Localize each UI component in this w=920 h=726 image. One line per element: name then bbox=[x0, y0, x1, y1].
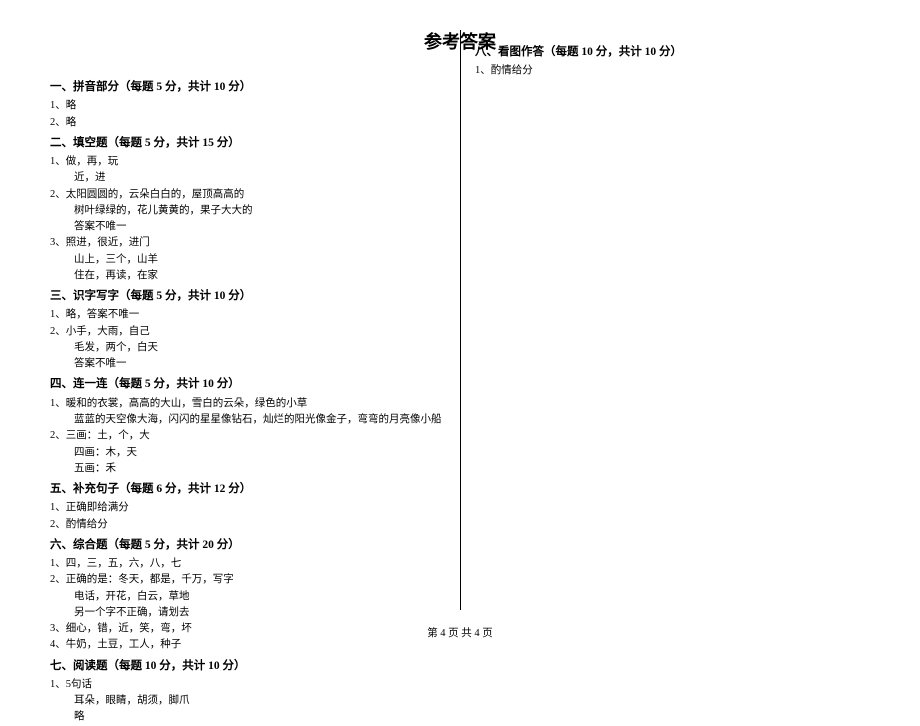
section-3-item-2-sub-1: 毛发，两个，白天 bbox=[74, 340, 445, 356]
column-divider bbox=[460, 30, 461, 610]
section-6-header: 六、综合题（每题 5 分，共计 20 分） bbox=[50, 537, 445, 554]
section-4-header: 四、连一连（每题 5 分，共计 10 分） bbox=[50, 376, 445, 393]
page-container: 参考答案 一、拼音部分（每题 5 分，共计 10 分） 1、略 2、略 二、填空… bbox=[0, 0, 920, 650]
section-1-header: 一、拼音部分（每题 5 分，共计 10 分） bbox=[50, 79, 445, 96]
section-2-item-3-sub-1: 山上，三个，山羊 bbox=[74, 252, 445, 268]
section-4-item-2: 2、三画：土，个，大 bbox=[50, 428, 445, 444]
right-column: 八、看图作答（每题 10 分，共计 10 分） 1、酌情给分 bbox=[460, 30, 870, 630]
section-3-item-2-sub-2: 答案不唯一 bbox=[74, 356, 445, 372]
section-7-header: 七、阅读题（每题 10 分，共计 10 分） bbox=[50, 658, 445, 675]
section-2-item-3-sub-2: 住在，再读，在家 bbox=[74, 268, 445, 284]
section-6-item-1: 1、四，三，五，六，八，七 bbox=[50, 556, 445, 572]
section-8-item-1: 1、酌情给分 bbox=[475, 63, 870, 79]
section-7-item-1: 1、5句话 bbox=[50, 677, 445, 693]
section-4-item-1-sub-1: 蓝蓝的天空像大海，闪闪的星星像钻石，灿烂的阳光像金子，弯弯的月亮像小船 bbox=[74, 412, 445, 428]
section-4-item-1: 1、暖和的衣裳，高高的大山，雪白的云朵，绿色的小草 bbox=[50, 396, 445, 412]
section-2-item-1: 1、做，再，玩 bbox=[50, 154, 445, 170]
section-1-item-2: 2、略 bbox=[50, 115, 445, 131]
section-7-item-1-sub-2: 略 bbox=[74, 709, 445, 725]
section-7-item-1-sub-1: 耳朵，眼睛，胡须，脚爪 bbox=[74, 693, 445, 709]
section-2-item-3: 3、照进，很近，进门 bbox=[50, 235, 445, 251]
section-5-header: 五、补充句子（每题 6 分，共计 12 分） bbox=[50, 481, 445, 498]
section-3-header: 三、识字写字（每题 5 分，共计 10 分） bbox=[50, 288, 445, 305]
section-6-item-2-sub-1: 电话，开花，白云，草地 bbox=[74, 589, 445, 605]
section-2-header: 二、填空题（每题 5 分，共计 15 分） bbox=[50, 135, 445, 152]
section-2-item-2-sub-1: 树叶绿绿的，花儿黄黄的，果子大大的 bbox=[74, 203, 445, 219]
section-3-item-1: 1、略，答案不唯一 bbox=[50, 307, 445, 323]
section-6-item-2-sub-2: 另一个字不正确，请划去 bbox=[74, 605, 445, 621]
section-4-item-2-sub-1: 四画：木，天 bbox=[74, 445, 445, 461]
section-4-item-2-sub-2: 五画：禾 bbox=[74, 461, 445, 477]
section-2-item-2-sub-2: 答案不唯一 bbox=[74, 219, 445, 235]
section-1-item-1: 1、略 bbox=[50, 98, 445, 114]
section-6-item-2: 2、正确的是：冬天，都是，千万，写字 bbox=[50, 572, 445, 588]
section-2-item-2: 2、太阳圆圆的，云朵白白的，屋顶高高的 bbox=[50, 187, 445, 203]
section-3-item-2: 2、小手，大雨，自己 bbox=[50, 324, 445, 340]
section-5-item-2: 2、酌情给分 bbox=[50, 517, 445, 533]
left-column: 一、拼音部分（每题 5 分，共计 10 分） 1、略 2、略 二、填空题（每题 … bbox=[50, 30, 460, 630]
section-5-item-1: 1、正确即给满分 bbox=[50, 500, 445, 516]
section-2-item-1-sub-1: 近，进 bbox=[74, 170, 445, 186]
page-footer: 第 4 页 共 4 页 bbox=[0, 625, 920, 640]
